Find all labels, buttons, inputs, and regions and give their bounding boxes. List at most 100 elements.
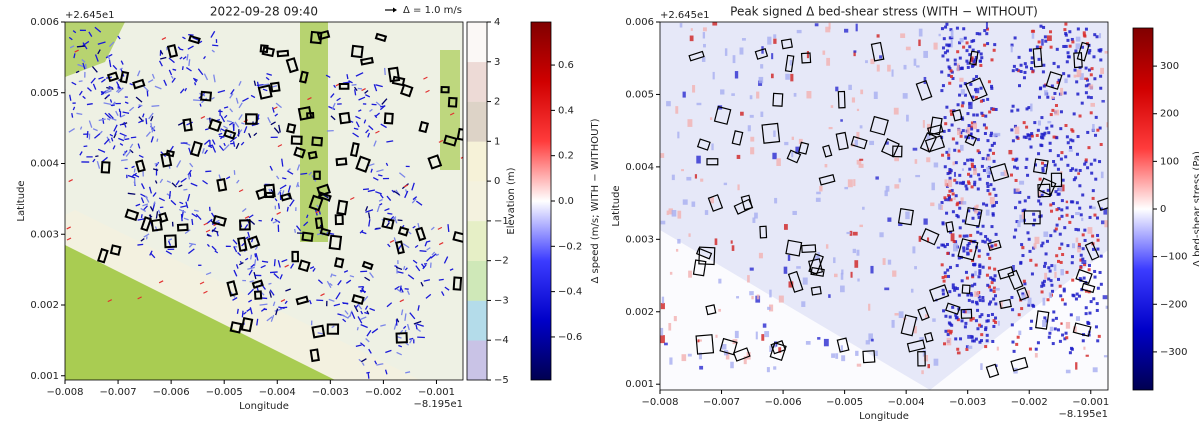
field-arrow [357, 316, 363, 324]
field-cell [971, 259, 975, 263]
field-arrow [241, 310, 244, 318]
field-arrow [360, 316, 367, 320]
field-arrow [352, 132, 359, 138]
field-cell [965, 59, 969, 63]
field-cell [1011, 340, 1015, 344]
field-arrow [385, 162, 389, 167]
field-arrow [408, 231, 412, 235]
field-arrow [124, 138, 130, 141]
field-cell [969, 233, 973, 237]
field-cell [688, 233, 691, 237]
field-cell [970, 335, 974, 339]
field-cell [978, 32, 982, 36]
field-cell [1030, 29, 1034, 33]
field-arrow [193, 99, 201, 102]
field-cell [995, 364, 998, 368]
field-cell [760, 64, 764, 69]
y-tick-label: 0.004 [30, 159, 59, 170]
field-cell [1095, 216, 1099, 220]
colorbar-band [467, 101, 487, 142]
field-cell [981, 224, 985, 228]
building-outline [140, 216, 152, 232]
field-cell [1075, 292, 1079, 296]
field-cell [1012, 349, 1016, 353]
field-arrow [412, 225, 416, 229]
field-cell [1099, 207, 1103, 211]
field-arrow [99, 130, 103, 134]
field-cell [915, 317, 918, 321]
field-cell [847, 179, 853, 188]
field-cell [967, 180, 971, 184]
field-cell [774, 197, 778, 204]
field-cell [1074, 49, 1078, 53]
field-cell [953, 178, 957, 182]
field-arrow [119, 132, 127, 137]
field-cell [876, 64, 880, 72]
field-cell [1021, 209, 1025, 213]
field-arrow [276, 211, 281, 215]
field-cell [1094, 115, 1098, 119]
field-arrow [342, 81, 351, 84]
field-cell [1027, 106, 1031, 110]
field-cell [704, 210, 709, 215]
field-cell [970, 284, 974, 288]
field-cell [955, 26, 959, 30]
field-cell [1053, 264, 1057, 271]
field-arrow [411, 182, 415, 191]
field-cell [959, 134, 963, 138]
field-cell [1070, 255, 1074, 259]
field-arrow [280, 299, 286, 303]
field-cell [1010, 323, 1014, 327]
field-cell [1055, 136, 1059, 140]
field-cell [918, 28, 923, 37]
building-outline [900, 314, 918, 337]
field-cell [1077, 294, 1081, 298]
field-arrow [148, 112, 154, 120]
field-cell [977, 254, 981, 258]
field-arrow [159, 178, 164, 184]
field-cell [970, 293, 974, 297]
building-outline [285, 57, 299, 74]
field-cell [666, 101, 671, 107]
field-cell [758, 76, 764, 84]
field-arrow [129, 106, 135, 112]
field-arrow [149, 206, 154, 212]
field-arrow [303, 221, 309, 227]
field-arrow [150, 253, 156, 259]
axes-frame [64, 21, 464, 381]
field-arrow [415, 265, 421, 272]
field-cell [978, 298, 982, 302]
field-cell [791, 152, 794, 158]
y-tick-label: 0.006 [30, 17, 59, 28]
field-arrow [331, 325, 335, 329]
field-cell [856, 363, 862, 367]
field-cell [841, 355, 846, 362]
field-cell [1055, 47, 1059, 51]
field-cell [1047, 277, 1051, 281]
field-cell [718, 278, 722, 284]
field-cell [714, 238, 718, 246]
field-cell [984, 326, 988, 330]
field-cell [1045, 319, 1049, 323]
field-arrow [104, 112, 112, 119]
field-arrow [368, 219, 371, 227]
field-arrow [112, 145, 116, 150]
field-arrow [270, 188, 274, 193]
building-outline [732, 347, 751, 362]
field-cell [660, 327, 664, 336]
field-cell [1010, 173, 1014, 177]
field-arrow [397, 219, 403, 222]
field-arrow [363, 295, 369, 302]
field-arrow [417, 305, 420, 311]
field-cell [946, 333, 950, 337]
field-cell [1027, 297, 1032, 305]
field-cell [1026, 231, 1030, 235]
building-outline [810, 285, 822, 296]
field-cell [1079, 73, 1084, 81]
building-outline [124, 208, 140, 222]
field-arrow [449, 112, 455, 116]
field-cell [946, 58, 950, 62]
field-arrow [260, 264, 266, 269]
field-cell [723, 182, 728, 186]
field-cell [854, 139, 858, 147]
